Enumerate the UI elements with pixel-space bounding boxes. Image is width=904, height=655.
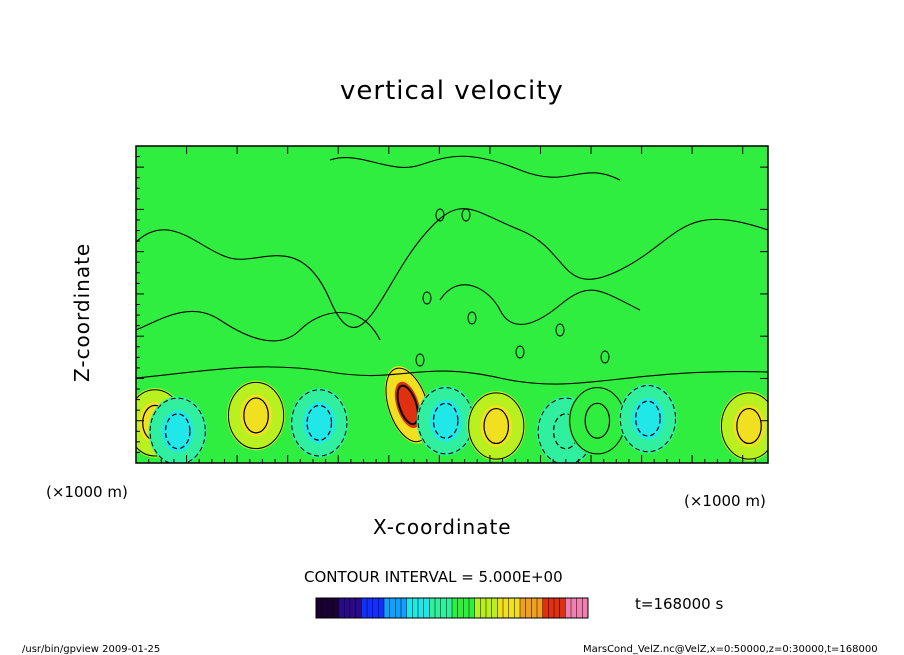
colorbar-segment xyxy=(440,598,447,618)
colorbar-segment xyxy=(395,598,402,618)
colorbar-segment xyxy=(429,598,436,618)
colorbar-segment xyxy=(333,598,340,618)
colorbar-segment xyxy=(321,598,328,618)
chart-title: vertical velocity xyxy=(340,76,564,106)
colorbar-segment xyxy=(350,598,357,618)
colorbar-segment xyxy=(384,598,391,618)
zero-contour-line xyxy=(439,284,641,325)
velocity-cell xyxy=(568,385,627,456)
z-unit-label: (×1000 m) xyxy=(46,483,128,501)
colorbar-segment xyxy=(435,598,442,618)
colorbar-segment xyxy=(525,598,532,618)
velocity-cell xyxy=(618,383,677,454)
colorbar-segment xyxy=(412,598,419,618)
colorbar-segment xyxy=(338,598,345,618)
velocity-cell xyxy=(416,385,475,456)
colorbar-segment xyxy=(520,598,527,618)
contour-island xyxy=(461,208,471,222)
colorbar-segment xyxy=(367,598,374,618)
colorbar-segment xyxy=(508,598,515,618)
contour-island xyxy=(467,311,477,325)
colorbar-segment xyxy=(361,598,368,618)
colorbar-segment xyxy=(469,598,476,618)
zero-contour-line xyxy=(136,208,768,328)
footer-left: /usr/bin/gpview 2009-01-25 xyxy=(22,644,161,655)
colorbar-segment xyxy=(401,598,408,618)
contour-island xyxy=(422,291,432,305)
y-axis-label: Z-coordinate xyxy=(70,242,94,382)
colorbar-segment xyxy=(542,598,549,618)
contour-interval-text: CONTOUR INTERVAL = 5.000E+00 xyxy=(304,568,563,586)
colorbar-segment xyxy=(372,598,379,618)
colorbar-segment xyxy=(503,598,510,618)
colorbar-segment xyxy=(531,598,538,618)
colorbar-segment xyxy=(486,598,493,618)
colorbar-segment xyxy=(355,598,362,618)
colorbar xyxy=(315,597,589,619)
colorbar-segment xyxy=(582,598,589,618)
contour-island xyxy=(555,323,565,337)
colorbar-segment xyxy=(559,598,566,618)
x-axis-label: X-coordinate xyxy=(373,515,512,539)
zero-contour-line xyxy=(136,366,768,385)
colorbar-segment xyxy=(474,598,481,618)
colorbar-segment xyxy=(418,598,425,618)
colorbar-segment xyxy=(480,598,487,618)
colorbar-segment xyxy=(576,598,583,618)
colorbar-segment xyxy=(446,598,453,618)
colorbar-segment xyxy=(406,598,413,618)
contour-island xyxy=(600,350,610,364)
contour-island xyxy=(435,208,445,222)
velocity-cell xyxy=(227,380,286,451)
colorbar-segment xyxy=(514,598,521,618)
colorbar-segment xyxy=(554,598,561,618)
velocity-cell xyxy=(719,391,768,461)
colorbar-segment xyxy=(497,598,504,618)
contour-island xyxy=(515,345,525,359)
colorbar-segment xyxy=(452,598,459,618)
colorbar-frame xyxy=(315,597,589,619)
zero-contour-line xyxy=(136,310,381,342)
axis-ticks xyxy=(136,146,768,463)
plot-area xyxy=(135,145,769,464)
zero-contour-line xyxy=(329,155,621,181)
colorbar-segment xyxy=(378,598,385,618)
colorbar-segment xyxy=(316,598,323,618)
velocity-cell xyxy=(290,387,349,458)
footer-right: MarsCond_VelZ.nc@VelZ,x=0:50000,z=0:3000… xyxy=(583,644,878,655)
colorbar-segment xyxy=(491,598,498,618)
colorbar-segment xyxy=(463,598,470,618)
colorbar-segment xyxy=(537,598,544,618)
contour-island xyxy=(415,353,425,367)
x-unit-label: (×1000 m) xyxy=(684,492,766,510)
colorbar-segment xyxy=(344,598,351,618)
colorbar-segment xyxy=(565,598,572,618)
colorbar-segment xyxy=(423,598,430,618)
colorbar-segment xyxy=(327,598,334,618)
colorbar-segment xyxy=(571,598,578,618)
colorbar-segment xyxy=(389,598,396,618)
velocity-cell xyxy=(467,391,526,461)
velocity-cell xyxy=(148,396,207,463)
colorbar-segment xyxy=(457,598,464,618)
time-label: t=168000 s xyxy=(635,595,724,613)
colorbar-segment xyxy=(548,598,555,618)
